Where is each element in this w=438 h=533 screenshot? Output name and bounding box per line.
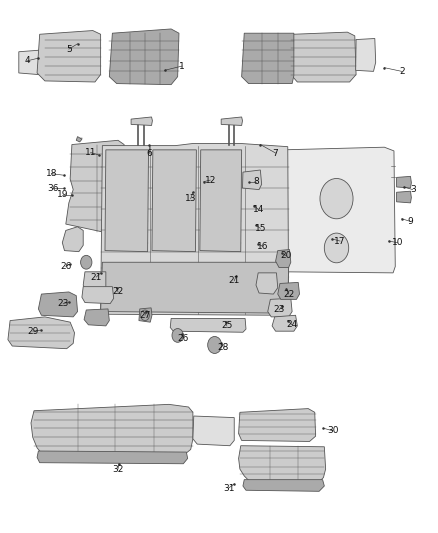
Text: 20: 20 — [281, 252, 292, 261]
Text: 23: 23 — [57, 299, 69, 308]
Text: 11: 11 — [85, 148, 96, 157]
Text: 36: 36 — [47, 183, 59, 192]
Circle shape — [324, 233, 349, 263]
Polygon shape — [396, 191, 411, 203]
Polygon shape — [82, 287, 114, 304]
Text: 22: 22 — [283, 289, 294, 298]
Circle shape — [172, 328, 184, 342]
Text: 21: 21 — [229, 276, 240, 285]
Text: 1: 1 — [179, 62, 185, 70]
Polygon shape — [282, 147, 395, 273]
Text: 3: 3 — [410, 185, 416, 194]
Text: 25: 25 — [221, 321, 233, 330]
Polygon shape — [39, 292, 78, 317]
Circle shape — [81, 255, 92, 269]
Polygon shape — [19, 50, 42, 75]
Polygon shape — [101, 262, 289, 313]
Polygon shape — [356, 38, 376, 71]
Polygon shape — [268, 298, 292, 317]
Text: 13: 13 — [185, 194, 197, 203]
Text: 26: 26 — [178, 334, 189, 343]
Text: 27: 27 — [139, 311, 151, 320]
Polygon shape — [66, 140, 124, 235]
Text: 10: 10 — [392, 238, 403, 247]
Text: 17: 17 — [334, 237, 346, 246]
Text: 2: 2 — [399, 67, 405, 76]
Polygon shape — [291, 32, 356, 82]
Text: 19: 19 — [57, 190, 68, 199]
Polygon shape — [84, 309, 110, 326]
Circle shape — [208, 336, 222, 353]
Polygon shape — [239, 409, 316, 441]
Text: 14: 14 — [252, 205, 264, 214]
Polygon shape — [221, 117, 243, 125]
Polygon shape — [152, 150, 196, 252]
Polygon shape — [76, 136, 82, 142]
Circle shape — [320, 179, 353, 219]
Polygon shape — [31, 405, 193, 455]
Polygon shape — [278, 282, 300, 300]
Polygon shape — [83, 272, 106, 294]
Text: 18: 18 — [46, 169, 57, 178]
Polygon shape — [62, 227, 83, 252]
Text: 12: 12 — [205, 175, 216, 184]
Polygon shape — [200, 150, 242, 252]
Circle shape — [141, 310, 149, 320]
Polygon shape — [101, 143, 289, 316]
Text: 6: 6 — [146, 149, 152, 158]
Text: 23: 23 — [273, 305, 285, 314]
Polygon shape — [110, 29, 179, 85]
Polygon shape — [256, 273, 278, 294]
Text: 24: 24 — [286, 320, 298, 329]
Polygon shape — [396, 176, 411, 188]
Polygon shape — [193, 416, 234, 446]
Text: 16: 16 — [257, 242, 268, 251]
Text: 26: 26 — [60, 262, 71, 271]
Text: 29: 29 — [27, 327, 39, 336]
Text: 9: 9 — [408, 217, 413, 226]
Polygon shape — [243, 480, 324, 491]
Text: 30: 30 — [327, 426, 339, 435]
Polygon shape — [131, 117, 152, 125]
Polygon shape — [37, 451, 187, 464]
Polygon shape — [37, 30, 101, 82]
Polygon shape — [8, 317, 74, 349]
Text: 4: 4 — [25, 56, 30, 65]
Text: 31: 31 — [223, 483, 234, 492]
Text: 8: 8 — [253, 177, 259, 186]
Polygon shape — [272, 316, 297, 331]
Text: 32: 32 — [112, 465, 124, 473]
Text: 5: 5 — [66, 45, 72, 54]
Text: 21: 21 — [91, 272, 102, 281]
Polygon shape — [243, 170, 261, 190]
Polygon shape — [105, 150, 148, 252]
Polygon shape — [139, 308, 152, 322]
Text: 28: 28 — [218, 343, 229, 352]
Polygon shape — [276, 249, 291, 268]
Text: 22: 22 — [113, 287, 124, 296]
Polygon shape — [242, 33, 294, 84]
Polygon shape — [170, 318, 246, 332]
Text: 7: 7 — [273, 149, 279, 158]
Polygon shape — [239, 446, 325, 483]
Text: 15: 15 — [254, 224, 266, 233]
